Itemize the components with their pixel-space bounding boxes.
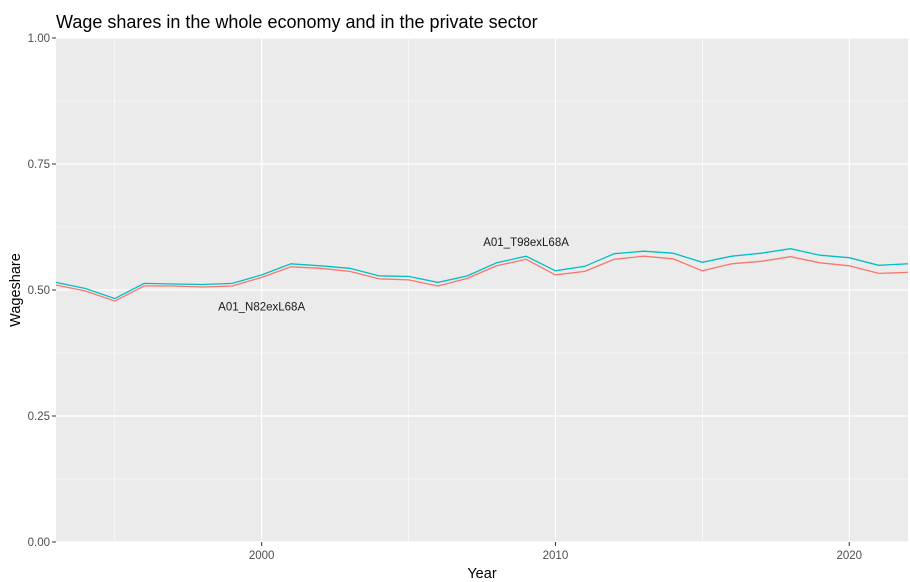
x-axis-title: Year <box>467 566 496 582</box>
y-tick-label: 0.75 <box>28 159 50 171</box>
x-tick-label: 2000 <box>249 550 275 562</box>
major-gridlines <box>56 37 908 543</box>
y-axis: 0.00 0.25 0.50 0.75 1.00 <box>28 33 56 549</box>
y-axis-title: Wageshare <box>8 253 24 327</box>
x-tick-label: 2010 <box>543 550 569 562</box>
y-tick-label: 0.00 <box>28 537 50 549</box>
x-axis: 2000 2010 2020 <box>249 542 862 562</box>
y-tick-label: 1.00 <box>28 33 50 45</box>
series-line-A01_T98exL68A <box>55 248 909 300</box>
x-tick-label: 2020 <box>836 550 862 562</box>
y-tick-label: 0.25 <box>28 411 50 423</box>
y-tick-label: 0.50 <box>28 285 50 297</box>
series-lines <box>55 248 909 302</box>
series-annotation-label: A01_T98exL68A <box>483 237 569 249</box>
series-line-A01_N82exL68A <box>55 255 909 302</box>
annotations: A01_T98exL68A A01_N82exL68A <box>218 237 569 314</box>
series-annotation-label: A01_N82exL68A <box>218 302 305 314</box>
chart-title: Wage shares in the whole economy and in … <box>56 12 538 32</box>
